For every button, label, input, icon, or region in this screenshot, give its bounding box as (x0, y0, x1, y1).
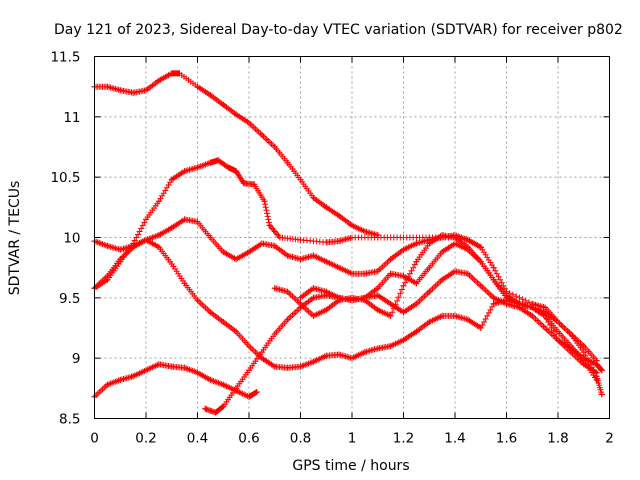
series-markers (91, 361, 260, 400)
series-layer (91, 70, 605, 416)
series-markers (91, 157, 605, 398)
x-tick-label: 1 (348, 431, 357, 447)
tick-layer: 0 0.2 0.4 0.6 0.8 1 1.2 1.4 1.6 1.8 2 8.5 9 9.5 10 10.5… (50, 50, 613, 447)
series-markers (91, 216, 484, 277)
y-tick-label: 11.5 (50, 50, 80, 66)
series-s4 (91, 236, 605, 374)
chart-title: Day 121 of 2023, Sidereal Day-to-day VTE… (54, 22, 623, 38)
x-tick-label: 1.8 (547, 431, 568, 447)
series-s1 (91, 70, 381, 239)
y-tick-label: 10 (63, 231, 80, 247)
x-tick-label: 0.4 (187, 431, 208, 447)
series-s6 (202, 268, 600, 416)
x-tick-label: 1.6 (496, 431, 517, 447)
x-tick-label: 2 (605, 431, 614, 447)
series-s2 (91, 157, 605, 398)
y-tick-label: 11 (63, 110, 80, 126)
x-tick-label: 0.2 (135, 431, 156, 447)
x-tick-label: 1.4 (444, 431, 465, 447)
x-tick-label: 0.6 (238, 431, 259, 447)
series-s3 (91, 216, 484, 277)
y-tick-label: 9.5 (59, 291, 80, 307)
x-axis-label: GPS time / hours (292, 458, 409, 474)
x-tick-label: 0 (90, 431, 99, 447)
series-s8 (297, 240, 600, 383)
y-tick-label: 9 (72, 351, 81, 367)
series-markers (297, 240, 600, 383)
x-tick-label: 1.2 (393, 431, 414, 447)
series-markers (91, 70, 381, 239)
series-s5 (91, 361, 260, 400)
y-tick-label: 10.5 (50, 170, 80, 186)
y-axis-label: SDTVAR / TECUs (7, 181, 23, 296)
y-tick-label: 8.5 (59, 412, 80, 428)
x-tick-label: 0.8 (290, 431, 311, 447)
